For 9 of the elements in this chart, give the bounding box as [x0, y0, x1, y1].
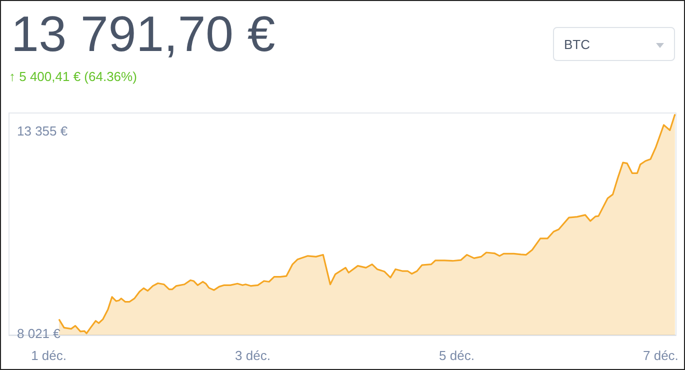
- chart-subtitle: ↑ 5 400,41 € (64.36%): [9, 69, 137, 84]
- x-tick-label: 1 déc.: [31, 348, 66, 363]
- x-tick-label: 5 déc.: [439, 348, 474, 363]
- chart-title: 13 791,70 €: [11, 5, 276, 63]
- y-tick-label: 13 355 €: [17, 123, 68, 138]
- x-tick-label: 7 déc.: [642, 348, 678, 363]
- x-tick-label: 3 déc.: [235, 348, 270, 363]
- text: BTC: [564, 37, 590, 52]
- y-tick-label: 8 021 €: [17, 326, 62, 341]
